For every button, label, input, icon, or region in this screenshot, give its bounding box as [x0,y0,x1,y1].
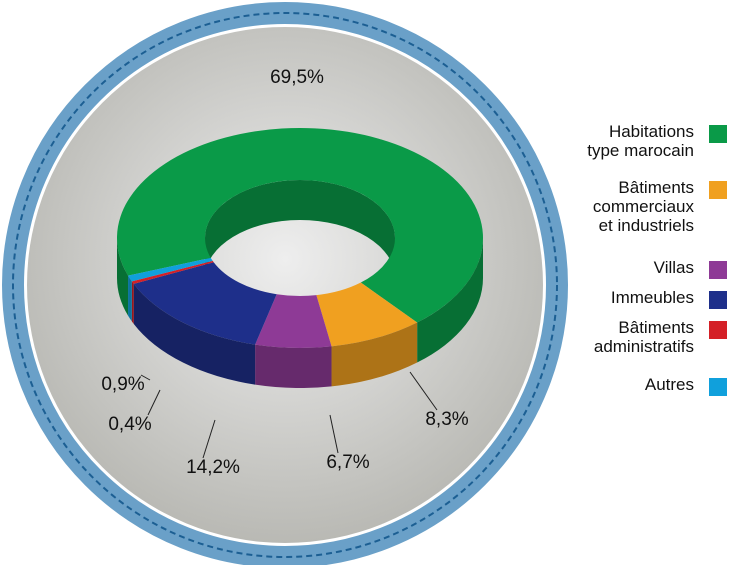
outer-wall [132,281,134,324]
legend-label: Habitations type marocain [587,122,694,160]
data-label: 69,5% [270,67,324,88]
legend-swatch [709,181,727,199]
data-label: 8,3% [425,409,468,430]
legend-swatch [709,261,727,279]
outer-wall [128,276,132,322]
data-label: 0,9% [101,374,144,395]
legend-swatch [709,378,727,396]
outer-wall [255,345,331,388]
legend-swatch [709,125,727,143]
legend-label: Villas [654,258,694,277]
page: 69,5% 8,3% 6,7% 14,2% 0,4% 0,9% Habitations t… [0,0,739,565]
legend-swatch [709,291,727,309]
legend-swatch [709,321,727,339]
data-label: 6,7% [326,452,369,473]
legend-label: Bâtiments administratifs [594,318,694,356]
chart: 69,5% 8,3% 6,7% 14,2% 0,4% 0,9% [0,0,739,565]
legend-label: Immeubles [611,288,694,307]
data-label: 14,2% [186,457,240,478]
legend-label: Autres [645,375,694,394]
data-label: 0,4% [108,414,151,435]
legend-label: Bâtiments commerciaux et industriels [593,178,694,235]
